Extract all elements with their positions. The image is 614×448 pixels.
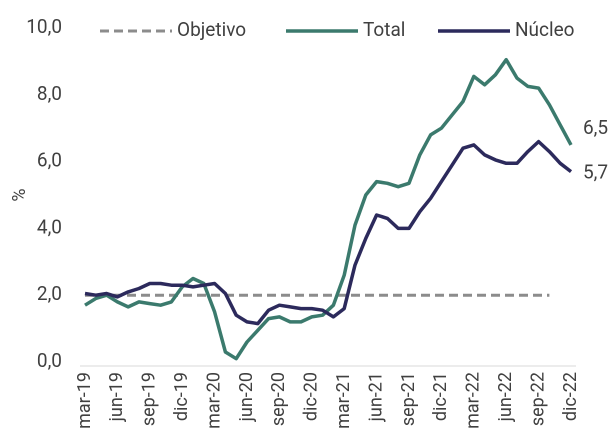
legend-label: Núcleo <box>515 18 575 41</box>
y-tick-label: 10,0 <box>26 15 62 38</box>
data-label: 6,5 <box>583 116 608 139</box>
x-tick-label: sep-21 <box>398 372 419 426</box>
series-line <box>84 57 573 361</box>
x-tick-label: mar-22 <box>463 372 484 429</box>
x-tick-label: dic-21 <box>430 372 451 421</box>
x-tick-label: jun-19 <box>106 372 127 422</box>
x-tick-label: sep-20 <box>268 372 289 426</box>
x-tick-label: mar-19 <box>74 372 95 429</box>
x-tick-label: dic-20 <box>301 372 322 421</box>
y-tick-label: 4,0 <box>37 215 62 238</box>
x-tick-label: jun-22 <box>495 372 516 422</box>
x-tick-label: sep-22 <box>527 372 548 426</box>
x-tick-label: dic-22 <box>560 372 581 421</box>
series-line <box>84 139 573 326</box>
x-tick-label: sep-19 <box>139 372 160 426</box>
y-tick-label: 0,0 <box>37 349 62 372</box>
legend-label: Total <box>363 18 405 41</box>
x-tick-label: mar-21 <box>333 372 354 429</box>
y-tick-label: 8,0 <box>37 82 62 105</box>
x-tick-label: dic-19 <box>171 372 192 421</box>
x-tick-label: mar-20 <box>203 372 224 429</box>
y-axis-label: % <box>9 188 30 201</box>
y-tick-label: 2,0 <box>37 282 62 305</box>
y-tick-label: 6,0 <box>37 149 62 172</box>
x-tick-label: jun-21 <box>365 372 386 422</box>
x-tick-label: jun-20 <box>236 372 257 422</box>
legend-label: Objetivo <box>177 18 246 41</box>
data-label: 5,7 <box>583 161 608 184</box>
